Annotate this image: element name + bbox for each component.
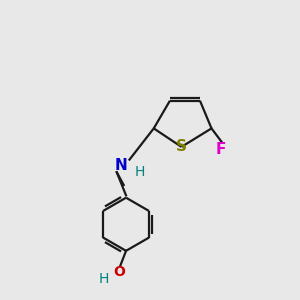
- Text: F: F: [216, 142, 226, 157]
- Text: N: N: [115, 158, 128, 173]
- Text: H: H: [135, 165, 145, 179]
- Text: O: O: [113, 265, 125, 279]
- Text: S: S: [176, 140, 187, 154]
- Text: H: H: [99, 272, 109, 286]
